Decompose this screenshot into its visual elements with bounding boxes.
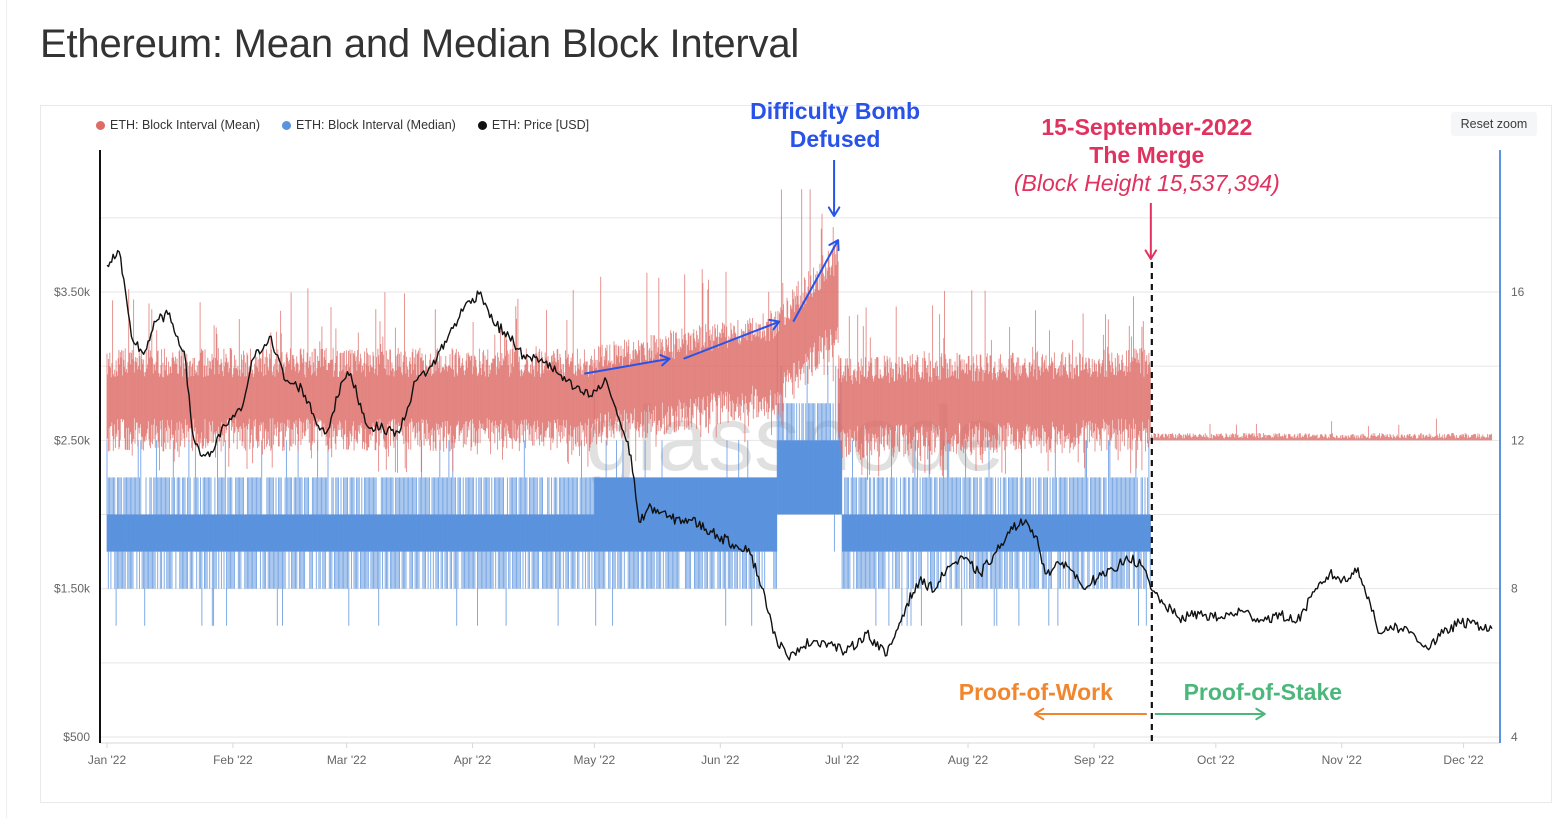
left-tick-label: $3.50k [54, 285, 91, 299]
x-tick-label: Apr '22 [454, 753, 492, 767]
pow-arrow-head [1033, 707, 1045, 721]
x-tick-label: Jul '22 [825, 753, 860, 767]
legend-dot-price-icon [477, 120, 487, 130]
price-series [106, 249, 1493, 661]
merge-title-label: The Merge [1089, 142, 1204, 168]
bomb-trend-arrow [683, 320, 780, 360]
right-tick-label: 16 [1511, 285, 1525, 299]
left-tick-label: $500 [63, 730, 90, 744]
reset-zoom-button[interactable]: Reset zoom [1451, 112, 1537, 136]
bomb-trend-arrow [792, 239, 839, 323]
x-tick-label: Feb '22 [213, 753, 253, 767]
right-axis-ticks: 16 12 8 4 [1511, 285, 1525, 744]
proof-of-stake-label: Proof-of-Stake [1184, 679, 1342, 705]
x-tick-label: Jun '22 [701, 753, 740, 767]
x-tick-label: Mar '22 [327, 753, 367, 767]
proof-of-work-label: Proof-of-Work [959, 679, 1113, 705]
x-tick-label: Nov '22 [1322, 753, 1363, 767]
legend-dot-median-icon [282, 120, 292, 130]
median-core-band [107, 514, 595, 552]
left-tick-label: $2.50k [54, 433, 91, 447]
pos-arrow-head [1255, 707, 1266, 721]
bomb-trend-arrow-head [659, 354, 671, 367]
difficulty-bomb-label-line2: Defused [790, 126, 881, 152]
right-tick-label: 8 [1511, 582, 1518, 596]
x-axis-ticks: Jan '22 Feb '22 Mar '22 Apr '22 May '22 Jun '… [88, 743, 1484, 767]
left-tick-label: $1.50k [54, 582, 91, 596]
chart-legend: ETH: Block Interval (Mean) ETH: Block In… [96, 118, 589, 132]
legend-label-mean: ETH: Block Interval (Mean) [110, 118, 261, 132]
median-series [106, 366, 1151, 626]
merge-arrow-head [1144, 249, 1158, 260]
right-tick-label: 4 [1511, 730, 1518, 744]
x-tick-label: May '22 [574, 753, 616, 767]
left-axis-ticks: $3.50k $2.50k $1.50k $500 [54, 285, 91, 744]
bomb-trend-arrow-head [828, 239, 840, 252]
axes [99, 150, 1501, 743]
legend-label-price: ETH: Price [USD] [491, 118, 590, 132]
merge-date-label: 15-September-2022 [1041, 114, 1252, 140]
merge-block-height-label: (Block Height 15,537,394) [1014, 170, 1280, 196]
mean-series [106, 189, 1493, 481]
x-tick-label: Dec '22 [1443, 753, 1484, 767]
x-tick-label: Oct '22 [1197, 753, 1235, 767]
legend-dot-mean-icon [96, 120, 105, 130]
page-edge [6, 0, 7, 818]
page-title: Ethereum: Mean and Median Block Interval [40, 22, 800, 66]
legend-item-median[interactable]: ETH: Block Interval (Median) [282, 118, 456, 132]
legend-label-median: ETH: Block Interval (Median) [296, 118, 456, 132]
difficulty-bomb-label-line1: Difficulty Bomb [750, 98, 920, 124]
right-tick-label: 12 [1511, 433, 1525, 447]
price-line [106, 249, 1493, 661]
x-tick-label: Jan '22 [88, 753, 127, 767]
x-tick-label: Aug '22 [948, 753, 989, 767]
difficulty-bomb-arrow-head [827, 206, 841, 217]
legend-item-price[interactable]: ETH: Price [USD] [477, 118, 590, 132]
bomb-trend-arrow-head [768, 318, 781, 331]
x-tick-label: Sep '22 [1074, 753, 1115, 767]
bomb-trend-arrow [584, 357, 670, 375]
legend-item-mean[interactable]: ETH: Block Interval (Mean) [96, 118, 260, 132]
